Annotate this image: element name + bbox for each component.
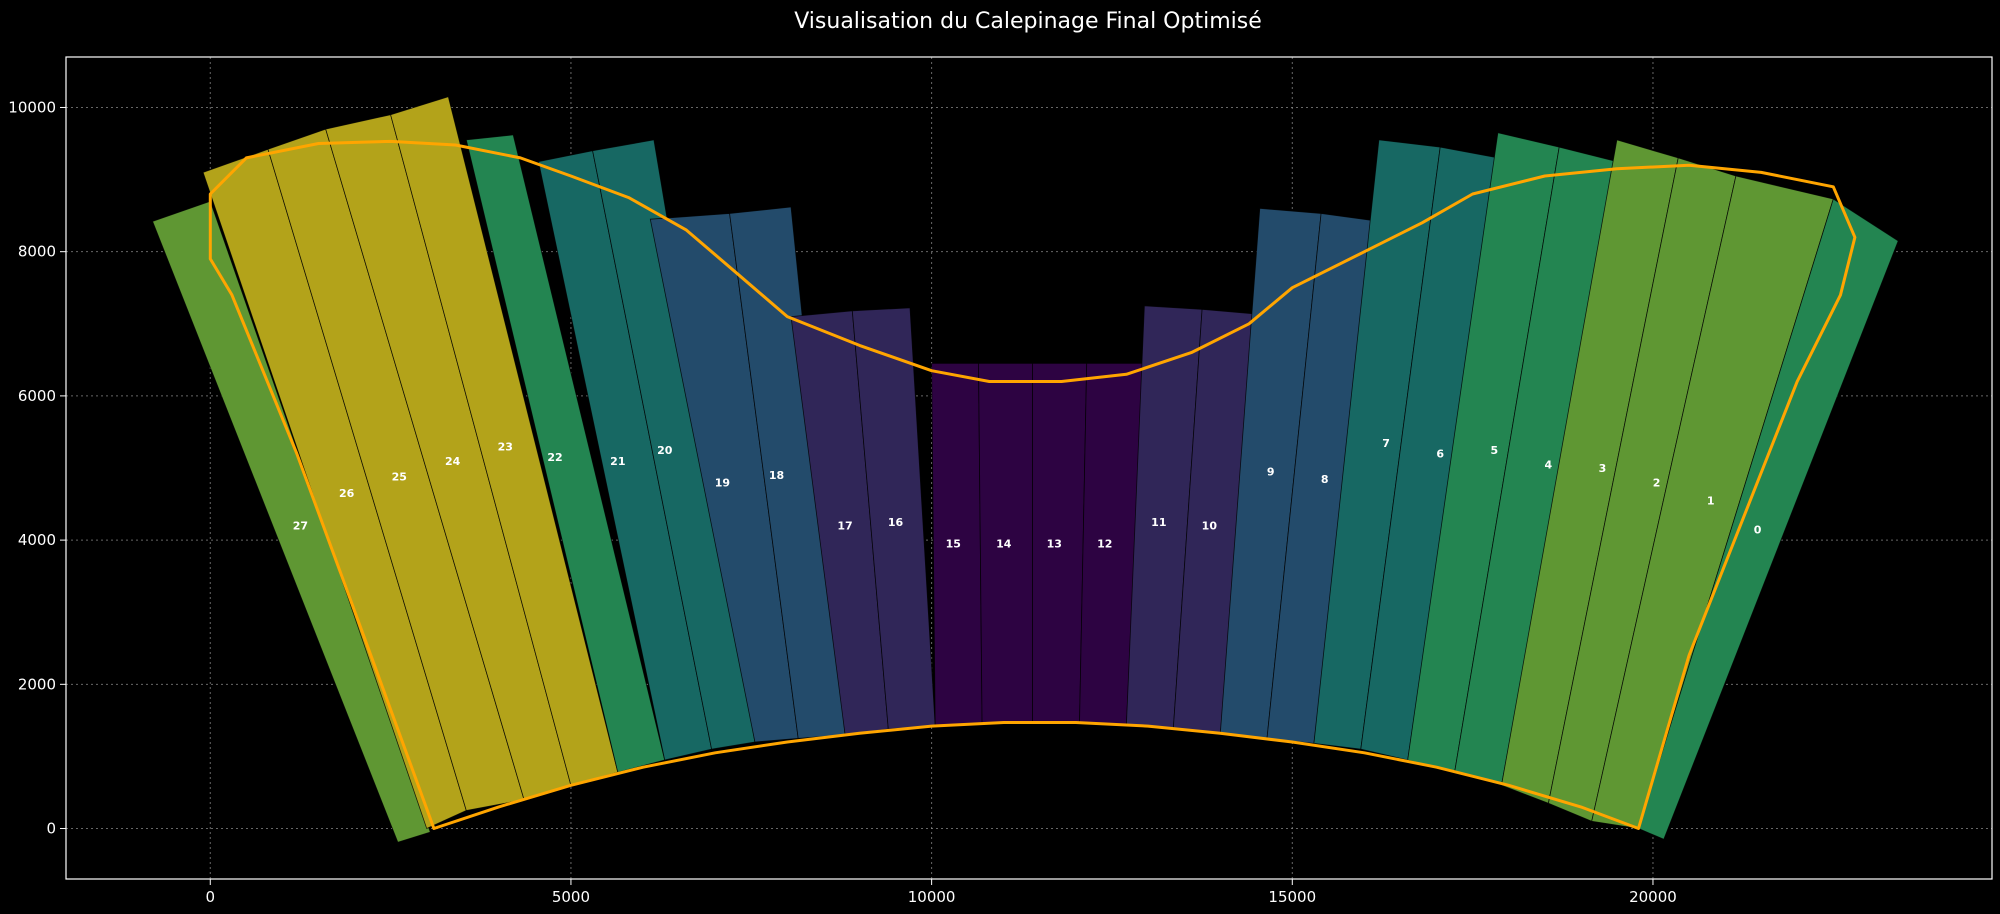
panel-label-18: 18 [769, 469, 784, 482]
panel-label-27: 27 [293, 520, 308, 533]
panel-label-14: 14 [996, 538, 1012, 551]
x-tick-label: 5000 [552, 888, 590, 906]
axis-layer: 0 5000 10000 15000 2000002000400060008000100… [8, 56, 1993, 906]
surface-outline [208, 139, 1857, 830]
panel-layer [152, 96, 1899, 843]
panel-label-21: 21 [610, 455, 625, 468]
outline-layer [208, 139, 1857, 830]
panel-label-25: 25 [392, 471, 407, 484]
panel-label-0: 0 [1754, 523, 1762, 536]
y-tick-label: 2000 [18, 675, 56, 693]
panel-label-4: 4 [1545, 458, 1553, 471]
panel-label-13: 13 [1047, 538, 1062, 551]
panel-label-2: 2 [1653, 476, 1661, 489]
panel-label-12: 12 [1097, 538, 1112, 551]
y-tick-label: 10000 [8, 98, 56, 116]
x-tick-label: 10000 [908, 888, 956, 906]
x-tick-label: 15000 [1268, 888, 1316, 906]
panel-label-16: 16 [888, 516, 904, 529]
panel-label-3: 3 [1599, 462, 1607, 475]
y-tick-label: 6000 [18, 387, 56, 405]
panel-label-11: 11 [1151, 516, 1166, 529]
panel-label-8: 8 [1321, 473, 1329, 486]
panel-label-1: 1 [1707, 494, 1715, 507]
panel-label-24: 24 [445, 455, 461, 468]
panel-label-6: 6 [1436, 448, 1444, 461]
x-tick-label: 0 [205, 888, 215, 906]
panel-label-17: 17 [837, 520, 852, 533]
y-tick-label: 8000 [18, 243, 56, 261]
panel-label-23: 23 [498, 440, 513, 453]
y-tick-label: 0 [46, 820, 56, 838]
panel-label-10: 10 [1202, 520, 1218, 533]
y-tick-label: 4000 [18, 531, 56, 549]
panel-label-9: 9 [1267, 466, 1275, 479]
plot-frame [65, 56, 1993, 880]
panel-label-22: 22 [547, 451, 562, 464]
panel-27 [152, 200, 431, 843]
panel-label-7: 7 [1382, 437, 1390, 450]
panel-label-15: 15 [946, 538, 961, 551]
panel-label-5: 5 [1490, 444, 1498, 457]
chart-title: Visualisation du Calepinage Final Optimi… [794, 9, 1262, 34]
panel-label-19: 19 [715, 476, 730, 489]
panel-label-20: 20 [657, 444, 673, 457]
panel-label-26: 26 [339, 487, 355, 500]
x-tick-label: 20000 [1629, 888, 1677, 906]
